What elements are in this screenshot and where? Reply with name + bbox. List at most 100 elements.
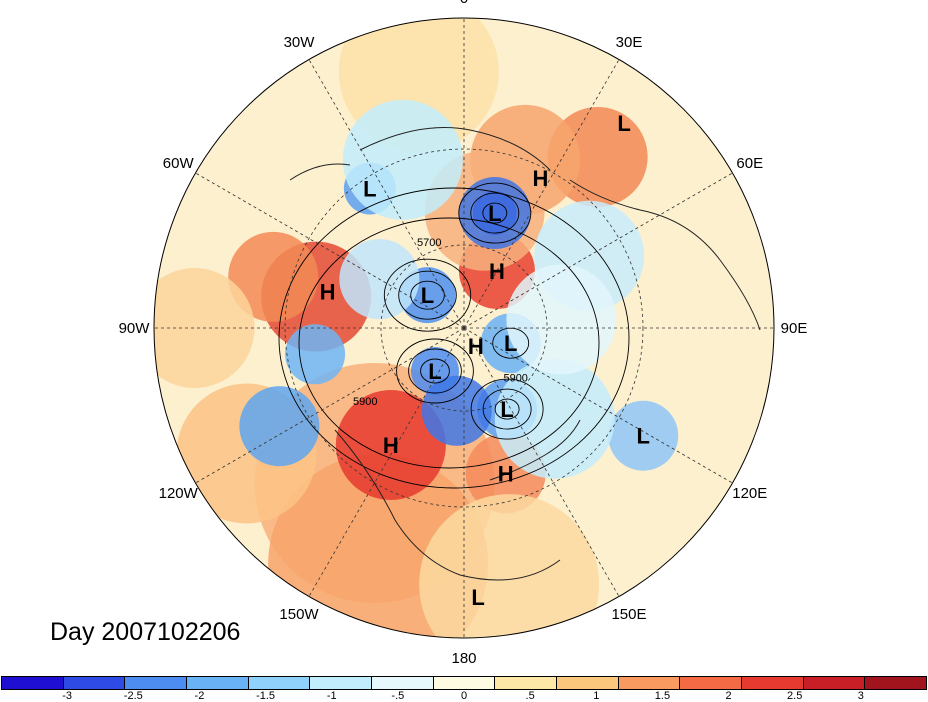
anomaly-blob — [285, 324, 346, 385]
contour-line — [278, 187, 630, 489]
colorbar-cell — [742, 677, 804, 689]
meridian-line — [463, 327, 620, 597]
meridian-line — [463, 59, 620, 329]
anomaly-blob — [239, 386, 320, 467]
longitude-label: 0 — [460, 0, 468, 7]
colorbar-tick-label: 1 — [593, 690, 600, 702]
meridian-line — [463, 172, 733, 329]
longitude-label: 90W — [119, 320, 151, 337]
high-pressure-label: H — [320, 279, 336, 304]
coastline — [289, 163, 351, 181]
low-pressure-label: L — [637, 424, 650, 449]
contour-line — [470, 192, 520, 234]
coastline — [489, 419, 581, 481]
map-disc — [154, 18, 774, 638]
low-pressure-label: L — [421, 283, 434, 308]
meridian-line — [195, 172, 465, 329]
anomaly-blob — [608, 400, 679, 471]
colorbar-tick-label: -3 — [62, 690, 73, 702]
colorbar-tick-label: -1.5 — [256, 690, 276, 702]
low-pressure-label: L — [488, 201, 501, 226]
longitude-label: 150E — [611, 606, 646, 623]
contour-value-label: 5900 — [353, 396, 377, 408]
anomaly-blob — [458, 177, 531, 250]
colorbar-cell — [248, 677, 311, 689]
low-pressure-label: L — [617, 111, 630, 136]
longitude-label: 30W — [284, 34, 316, 51]
contour-line — [383, 258, 472, 332]
colorbar — [1, 676, 927, 690]
anomaly-blob — [335, 390, 446, 501]
colorbar-tick-label: .5 — [525, 690, 535, 702]
anomaly-blob — [494, 358, 615, 479]
anomaly-blob — [506, 264, 617, 375]
coastlines — [289, 127, 761, 581]
contour-line — [420, 358, 450, 384]
contour-line — [298, 217, 600, 469]
colorbar-cell — [618, 677, 681, 689]
contour-line — [398, 270, 457, 320]
longitude-label: 60E — [736, 155, 763, 172]
longitude-label: 120W — [159, 485, 199, 502]
contour-labels: 5900 5700 5900 — [353, 237, 528, 408]
low-pressure-label: L — [471, 585, 484, 610]
colorbar-cell — [680, 677, 743, 689]
colorbar-cell — [2, 677, 64, 689]
contour-line — [396, 338, 474, 404]
low-pressure-label: L — [428, 359, 441, 384]
contour-value-label: 5700 — [417, 237, 441, 249]
latitude-circle — [284, 148, 644, 508]
colorbar-cell — [865, 677, 927, 689]
lat-lon-grid — [154, 18, 774, 638]
coastline — [569, 179, 761, 331]
colorbar-cell — [187, 677, 249, 689]
colorbar-cell — [125, 677, 188, 689]
colorbar-tick-label: -2 — [194, 690, 205, 702]
meridian-line — [308, 327, 465, 597]
longitude-labels: 90E 60E 30E 0 30W 60W 90W 120W 150W 180 150E 120E — [119, 0, 808, 667]
low-pressure-label: L — [504, 331, 517, 356]
meridian-line — [195, 327, 465, 484]
colorbar-tick-label: -1 — [326, 690, 337, 702]
contour-line — [410, 280, 445, 310]
low-pressure-label: L — [500, 397, 513, 422]
high-pressure-label: H — [468, 334, 484, 359]
high-pressure-label: H — [489, 259, 505, 284]
colorbar-cell — [495, 677, 558, 689]
anomaly-blob — [154, 268, 255, 388]
longitude-label: 90E — [781, 320, 808, 337]
geopotential-contours — [278, 182, 630, 489]
high-pressure-label: H — [498, 461, 514, 486]
colorbar-tick-label: -.5 — [391, 690, 405, 702]
colorbar-cell — [372, 677, 434, 689]
colorbar-tick-label: 1.5 — [654, 690, 671, 702]
colorbar-tick-label: 2.5 — [787, 690, 803, 702]
meridian-line — [463, 327, 733, 484]
longitude-label: 30E — [616, 34, 643, 51]
colorbar-cell — [63, 677, 126, 689]
colorbar-tick-label: 3 — [857, 690, 864, 702]
colorbar-tick-label: 2 — [725, 690, 732, 702]
contour-line — [470, 378, 544, 440]
longitude-label: 180 — [451, 650, 476, 667]
anomaly-blob — [419, 494, 600, 638]
colorbar-cell — [803, 677, 866, 689]
longitude-label: 120E — [732, 485, 767, 502]
latitude-circle — [380, 244, 548, 412]
date-label: Day 2007102206 — [50, 618, 241, 646]
longitude-label: 60W — [163, 155, 195, 172]
high-pressure-label: H — [383, 433, 399, 458]
longitude-label: 150W — [279, 606, 319, 623]
meridian-line — [308, 59, 465, 329]
colorbar-cell — [433, 677, 496, 689]
anomaly-blob — [421, 375, 492, 446]
coastline — [334, 429, 561, 581]
low-pressure-label: L — [363, 176, 376, 201]
contour-line — [482, 202, 508, 224]
colorbar-cell — [557, 677, 619, 689]
colorbar-tick-label: -2.5 — [123, 690, 143, 702]
anomaly-blob — [228, 231, 319, 322]
coastline — [359, 127, 551, 171]
